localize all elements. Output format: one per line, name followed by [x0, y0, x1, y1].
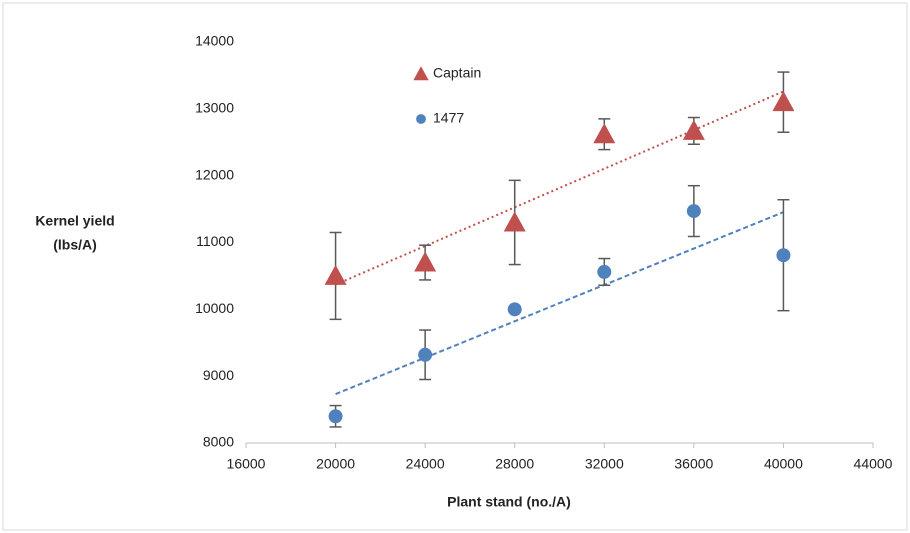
x-tick-label: 32000: [585, 456, 624, 472]
y-tick-label: 8000: [203, 434, 234, 450]
trendline: [335, 211, 784, 396]
point: [414, 251, 437, 272]
legend-label: 1477: [433, 110, 464, 126]
point: [503, 211, 526, 232]
x-tick-label: 20000: [316, 456, 355, 472]
x-tick-label: 36000: [674, 456, 713, 472]
x-tick-label: 16000: [227, 456, 266, 472]
point: [507, 302, 522, 317]
point: [597, 264, 612, 279]
y-tick-label: 9000: [203, 367, 234, 383]
point: [328, 409, 343, 424]
y-tick-label: 11000: [196, 233, 234, 249]
y-tick-label: 13000: [195, 100, 234, 116]
y-tick-label: 10000: [195, 300, 234, 316]
point: [686, 204, 701, 219]
x-tick-label: 40000: [764, 456, 803, 472]
trendline: [335, 90, 784, 286]
point: [772, 91, 795, 112]
point: [593, 123, 616, 144]
y-axis-title: Kernel yield: [35, 213, 114, 229]
point: [418, 347, 433, 362]
y-tick-label: 12000: [195, 166, 234, 182]
point: [776, 248, 791, 263]
y-tick-label: 14000: [195, 33, 234, 49]
x-tick-label: 24000: [406, 456, 445, 472]
x-tick-label: 28000: [495, 456, 534, 472]
legend-marker: [413, 66, 429, 81]
legend-marker: [416, 114, 426, 124]
legend-label: Captain: [433, 65, 481, 81]
y-axis-title: (lbs/A): [53, 237, 97, 253]
point: [324, 264, 347, 285]
point: [682, 119, 705, 140]
x-axis-title: Plant stand (no./A): [447, 494, 571, 510]
x-tick-label: 44000: [854, 456, 893, 472]
